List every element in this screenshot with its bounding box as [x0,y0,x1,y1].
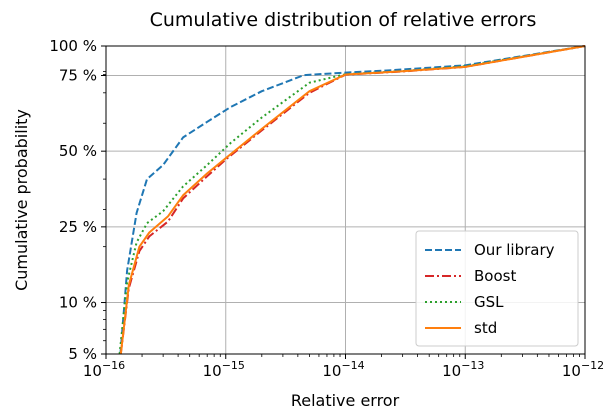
legend-label: Boost [474,267,516,285]
y-tick-label: 50 % [59,142,97,160]
chart-title: Cumulative distribution of relative erro… [150,9,537,31]
y-tick-label: 25 % [59,218,97,236]
series-line-our-library [119,45,586,355]
y-tick-label: 5 % [68,345,97,363]
legend: Our library Boost GSL std [415,230,579,347]
legend-label: GSL [474,293,504,311]
x-tick-exponent: −13 [461,359,484,372]
y-axis-label: Cumulative probability [12,109,31,291]
x-tick-exponent: −12 [581,359,604,372]
legend-box [415,230,579,347]
series-line-std [119,45,586,355]
legend-label: Our library [474,241,555,259]
x-tick-exponent: −15 [222,359,245,372]
y-tick-label: 10 % [59,294,97,312]
x-tick-exponent: −14 [341,359,364,372]
x-axis-label: Relative error [291,391,400,407]
x-axis-ticks: 10−16 10−15 10−14 10−13 10−12 [83,354,604,380]
x-tick-exponent: −16 [102,359,125,372]
legend-label: std [474,319,497,337]
y-tick-label: 100 % [49,37,97,55]
y-axis-ticks: 5 % 10 % 25 % 50 % 75 % 100 % [49,37,106,363]
y-tick-label: 75 % [59,67,97,85]
series-lines [118,45,586,355]
